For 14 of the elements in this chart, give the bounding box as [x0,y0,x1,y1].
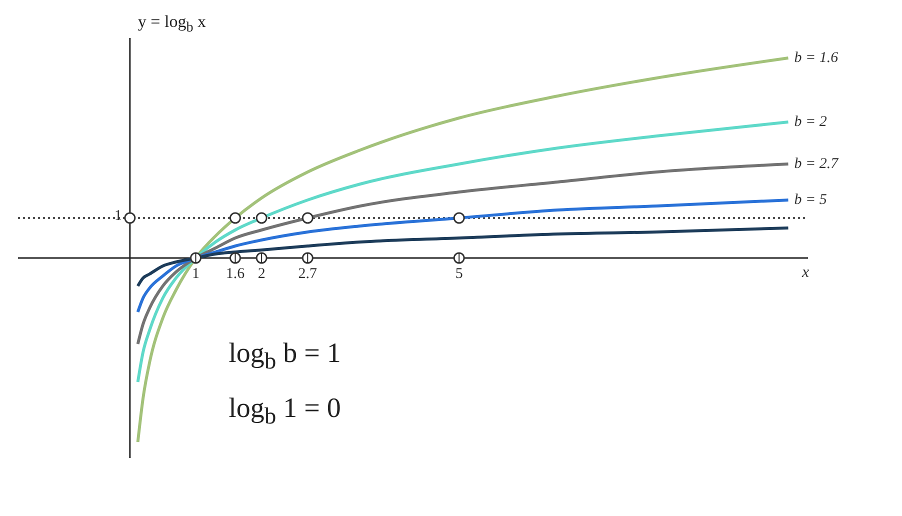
x-axis-title: x [802,264,810,282]
annotation: 1 [113,208,122,225]
x-tick-label: 5 [455,266,463,282]
x-tick-label: 2 [258,266,266,282]
y-axis-title: y = log$_{b}$ x [138,12,206,36]
series-label: b = 2.7 [794,156,840,172]
x-tick-label: 1 [192,266,200,282]
annotation: log$_{b}$ b = 1 [228,338,341,376]
annotation: log$_{b}$ 1 = 0 [228,393,341,431]
series-label: b = 1.6 [794,50,839,66]
series-label: b = 2 [794,114,828,130]
x-tick-label: 2.7 [298,266,318,282]
series-label: b = 5 [794,192,828,208]
x-tick-label: 1.6 [226,266,246,282]
